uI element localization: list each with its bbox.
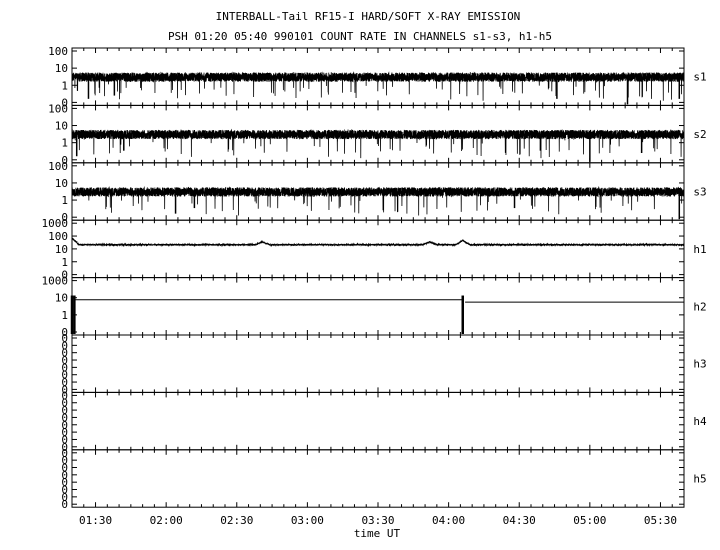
y-tick-label: 0 (61, 339, 68, 352)
chart-title: INTERBALL-Tail RF15-I HARD/SOFT X-RAY EM… (216, 10, 521, 23)
y-tick-label: 10 (55, 292, 68, 305)
x-tick-label: 02:30 (220, 514, 253, 527)
panel-frame (71, 449, 685, 508)
x-tick-label: 04:30 (503, 514, 536, 527)
chart-subtitle: PSH 01:20 05:40 990101 COUNT RATE IN CHA… (168, 30, 552, 43)
y-tick-label: 1 (61, 79, 68, 92)
y-tick-label: 0 (61, 476, 68, 489)
y-tick-label: 0 (61, 411, 68, 424)
y-tick-label: 0 (61, 404, 68, 417)
y-tick-label: 0 (61, 419, 68, 432)
y-tick-label: 100 (48, 230, 68, 243)
x-tick-label: 05:00 (573, 514, 606, 527)
y-tick-label: 0 (61, 491, 68, 504)
y-tick-label: 1 (61, 309, 68, 322)
channel-label: h3 (693, 358, 706, 371)
channel-label: s1 (693, 71, 706, 84)
channel-label: h2 (693, 300, 706, 313)
panel-frame (71, 219, 685, 279)
y-tick-label: 1 (61, 256, 68, 269)
y-tick-label: 10 (55, 177, 68, 190)
y-tick-label: 1000 (42, 217, 69, 230)
y-tick-label: 10 (55, 120, 68, 133)
y-tick-label: 100 (48, 160, 68, 173)
panel-frame (71, 391, 685, 451)
y-tick-label: 0 (61, 326, 68, 339)
y-tick-label: 0 (61, 426, 68, 439)
y-tick-label: 0 (61, 347, 68, 360)
panel-frame (71, 334, 685, 393)
y-tick-label: 0 (61, 332, 68, 345)
y-tick-label: 0 (61, 389, 68, 402)
y-tick-label: 0 (61, 469, 68, 482)
channel-label: h4 (693, 415, 707, 428)
y-tick-label: 100 (48, 45, 68, 58)
y-tick-label: 0 (61, 96, 68, 109)
channel-label: h1 (693, 243, 706, 256)
channel-label: s3 (693, 186, 706, 199)
y-tick-label: 0 (61, 154, 68, 167)
y-tick-label: 1000 (42, 275, 69, 288)
x-tick-label: 04:00 (432, 514, 465, 527)
y-tick-label: 0 (61, 498, 68, 511)
y-tick-label: 1 (61, 194, 68, 207)
y-tick-label: 0 (61, 454, 68, 467)
channel-label: h5 (693, 473, 706, 486)
x-tick-label: 03:00 (291, 514, 324, 527)
y-tick-label: 0 (61, 361, 68, 374)
x-tick-label: 03:30 (361, 514, 394, 527)
y-tick-label: 0 (61, 397, 68, 410)
panel-frame (71, 277, 685, 336)
y-tick-label: 0 (61, 447, 68, 460)
y-tick-label: 0 (61, 383, 68, 396)
x-tick-label: 05:30 (644, 514, 677, 527)
channel-label: s2 (693, 128, 706, 141)
series-line-s1 (71, 71, 685, 101)
y-tick-label: 10 (55, 62, 68, 75)
y-tick-label: 0 (61, 369, 68, 382)
y-tick-label: 0 (61, 461, 68, 474)
y-tick-label: 0 (61, 441, 68, 454)
y-tick-label: 10 (55, 243, 68, 256)
y-tick-label: 0 (61, 354, 68, 367)
y-tick-label: 100 (48, 102, 68, 115)
x-axis-label: time UT (354, 527, 401, 540)
x-tick-label: 02:00 (150, 514, 183, 527)
y-tick-label: 0 (61, 484, 68, 497)
y-tick-label: 1 (61, 137, 68, 150)
y-tick-label: 0 (61, 211, 68, 224)
y-tick-label: 0 (61, 376, 68, 389)
x-tick-label: 01:30 (79, 514, 112, 527)
series-line-s3 (71, 185, 685, 216)
series-line-h1 (71, 237, 685, 248)
y-tick-label: 0 (61, 269, 68, 282)
series-line-s2 (71, 128, 685, 159)
y-tick-label: 0 (61, 433, 68, 446)
